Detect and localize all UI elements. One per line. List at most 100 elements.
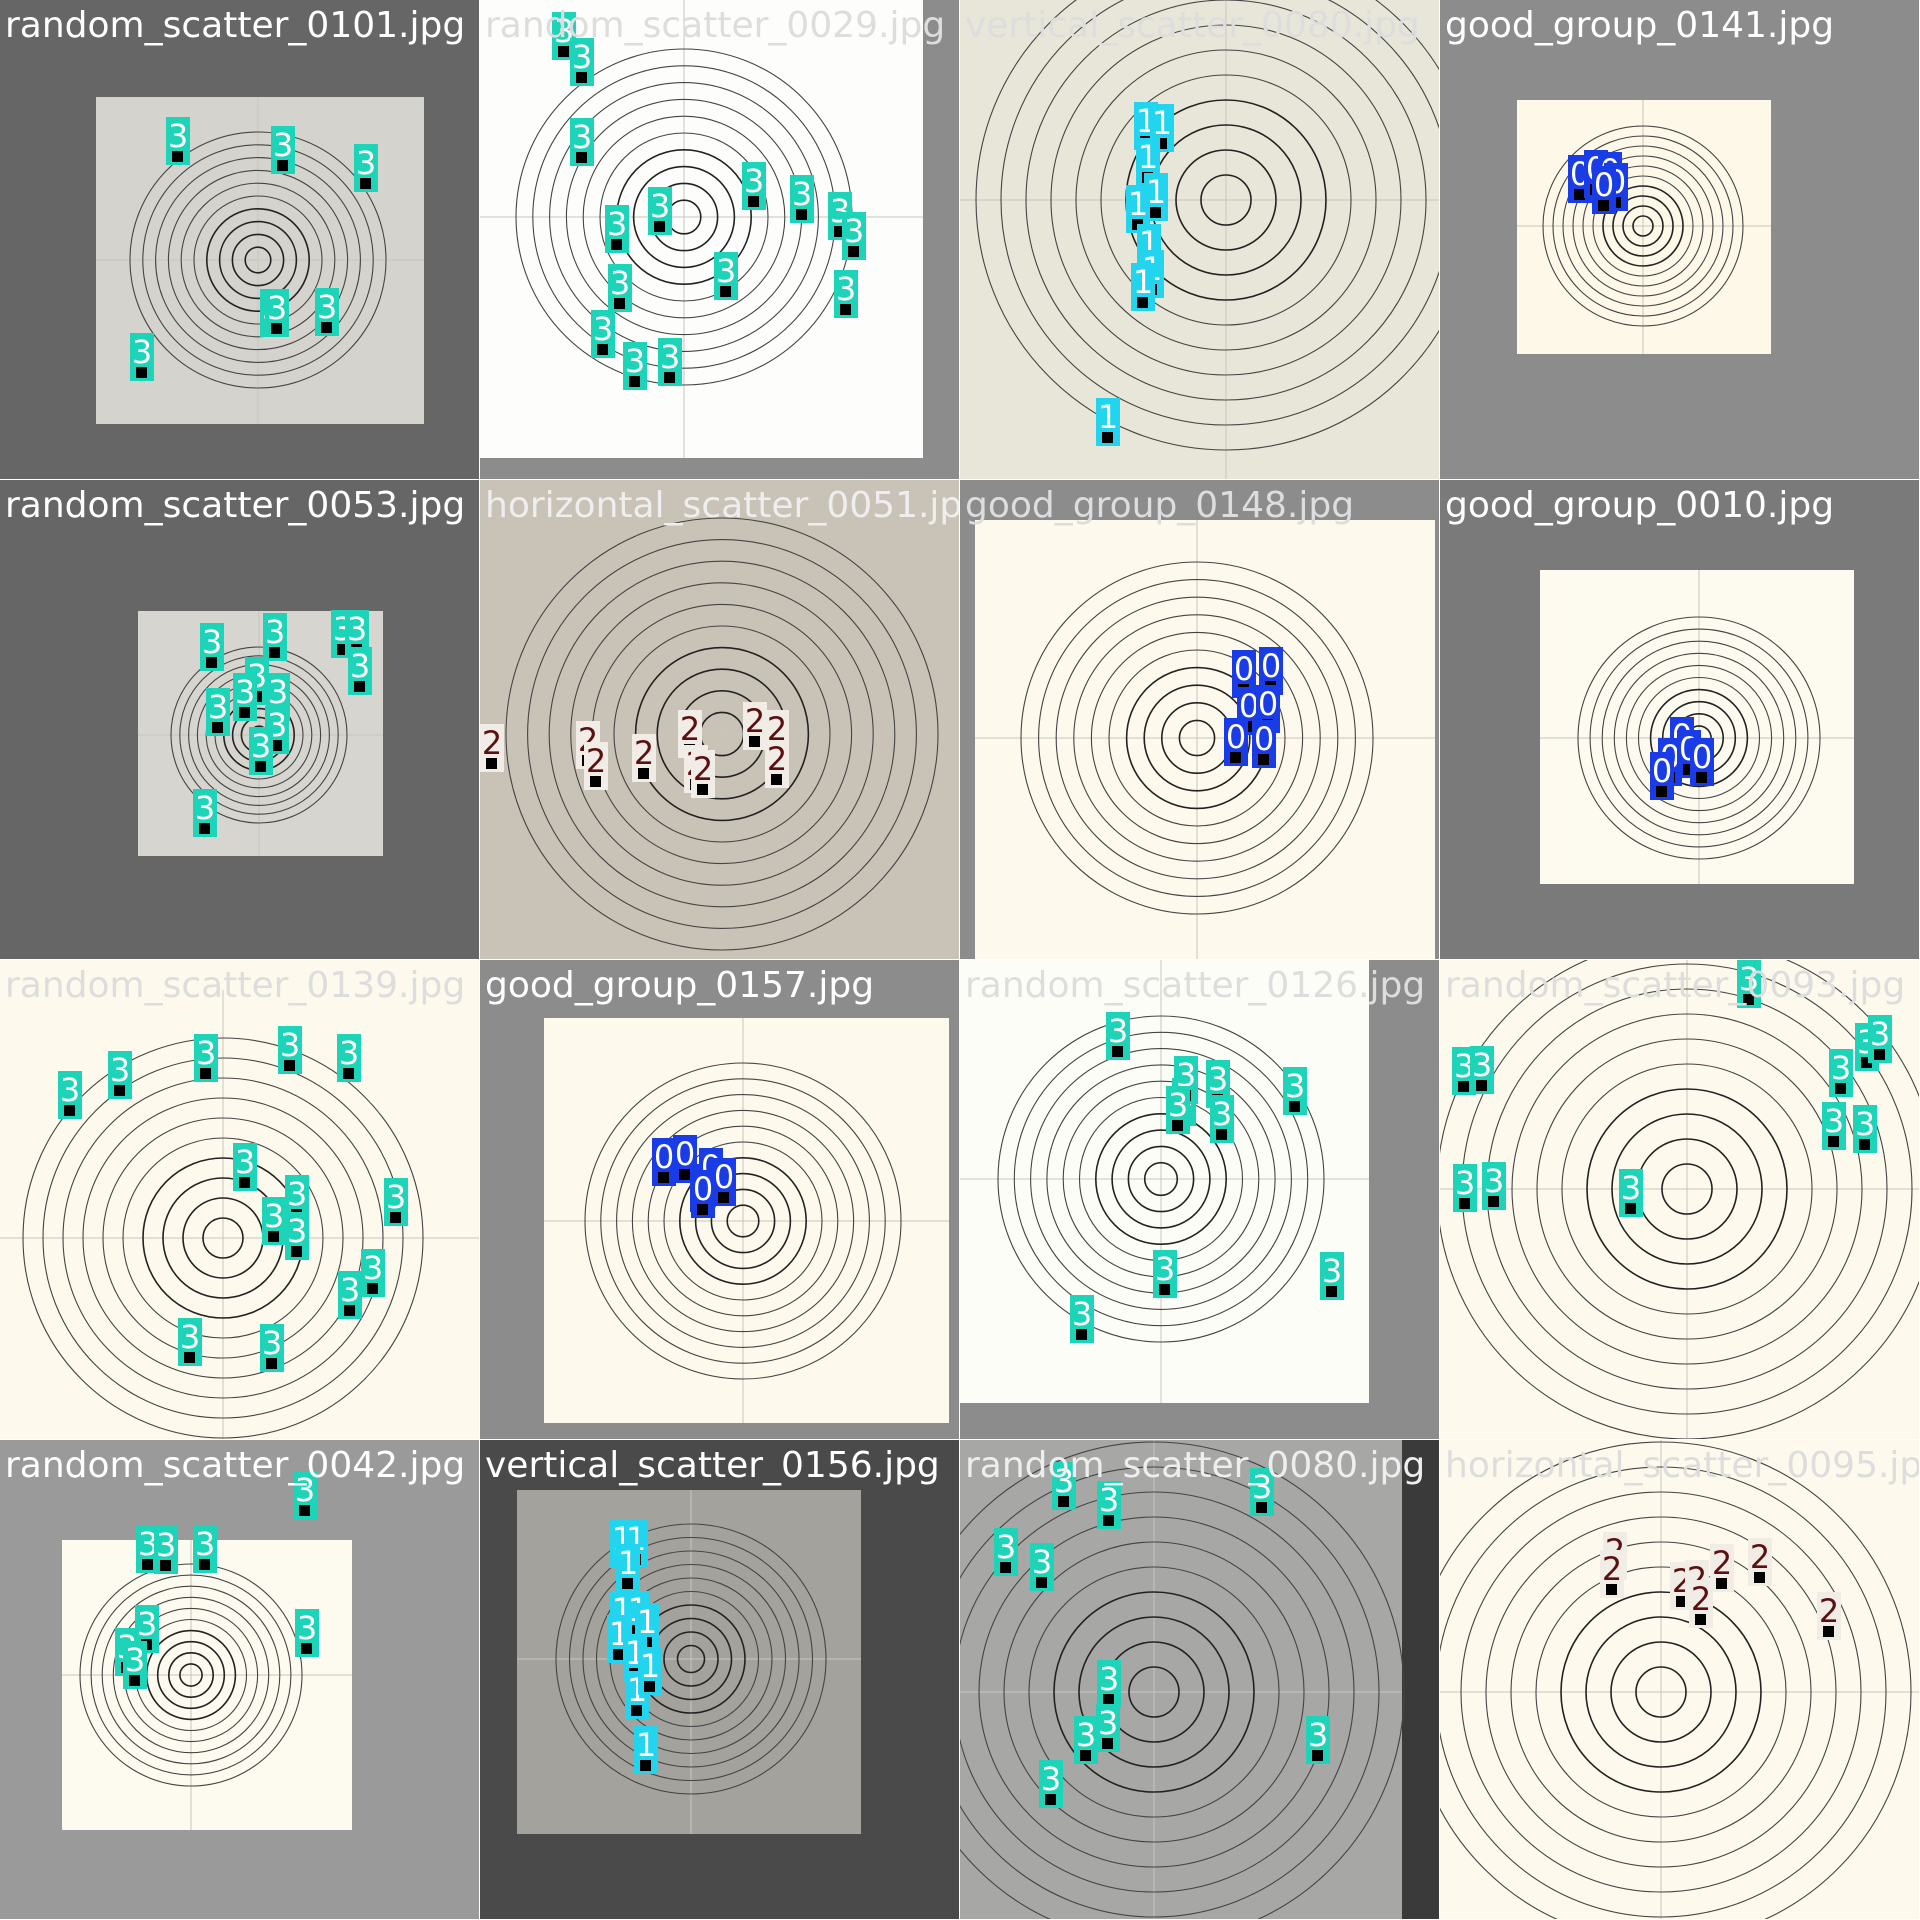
target-image [544, 1018, 949, 1423]
image-filename-label: vertical_scatter_0080.jpg [965, 5, 1420, 46]
detection-class-label: 3 [136, 1605, 158, 1643]
target-ring [1613, 652, 1785, 824]
detection-box: 3 [1470, 1046, 1494, 1094]
target-ring [647, 1125, 839, 1317]
detection-box: 3 [193, 1525, 217, 1573]
bullet-hole [1695, 1614, 1706, 1625]
bullet-hole [199, 823, 210, 834]
detection-class-label: 3 [571, 38, 593, 76]
detection-class-label: 0 [653, 1138, 675, 1176]
target-ring [1178, 719, 1216, 757]
bullet-hole [640, 1760, 651, 1771]
detection-box: 1 [616, 1544, 640, 1592]
detection-class-label: 3 [1620, 1169, 1642, 1207]
image-tile[interactable]: random_scatter_0080.jpg 3 3 3 3 3 3 3 3 3 3 [960, 1440, 1439, 1919]
detection-box: 3 [249, 727, 273, 775]
detection-class-label: 3 [835, 270, 857, 308]
detection-class-label: 3 [339, 1271, 361, 1309]
target-ring [527, 539, 917, 929]
detection-box: 3 [1210, 1095, 1234, 1143]
bullet-hole [1216, 1129, 1227, 1140]
image-filename-label: random_scatter_0139.jpg [5, 965, 466, 1006]
target-ring [1075, 49, 1377, 351]
detection-class-label: 3 [1454, 1164, 1476, 1202]
image-tile[interactable]: vertical_scatter_0156.jpg11111111111 [480, 1440, 959, 1919]
detection-class-label: 3 [59, 1071, 81, 1109]
detection-box: 3 [108, 1051, 132, 1099]
bullet-hole [299, 1505, 310, 1516]
target-ring [1610, 1641, 1712, 1743]
detection-box: 3 [262, 1197, 286, 1245]
detection-box: 2 [1600, 1550, 1624, 1598]
target-ring [1020, 561, 1374, 915]
target-ring [218, 220, 298, 300]
detection-box: 0 [652, 1138, 676, 1186]
detection-box: 3 [260, 1324, 284, 1372]
detection-class-label: 3 [250, 727, 272, 765]
bullet-hole [1459, 1198, 1470, 1209]
bullet-hole [697, 784, 708, 795]
bullet-hole [1716, 1578, 1727, 1589]
bullet-hole [129, 1675, 140, 1686]
target-ring [1632, 215, 1654, 237]
target-ring [1622, 205, 1664, 247]
detection-class-label: 2 [692, 750, 714, 788]
detection-box: 3 [166, 117, 190, 165]
detection-class-label: 3 [294, 1471, 316, 1509]
bullet-hole [486, 758, 497, 769]
detection-box: 3 [123, 1641, 147, 1689]
target-ring [1095, 1113, 1227, 1245]
image-tile[interactable]: random_scatter_0029.jpg 3 3 3 3 3 3 3 3 3 3 3 3 3 3 3 [480, 0, 959, 479]
bullet-hole [200, 1068, 211, 1079]
bullet-hole [301, 1643, 312, 1654]
detection-class-label: 3 [338, 1034, 360, 1072]
detection-class-label: 3 [1097, 1704, 1119, 1742]
detection-box: 3 [1250, 1468, 1274, 1516]
detection-box: 3 [295, 1609, 319, 1657]
image-tile[interactable]: good_group_0148.jpg 0 0 0 0 0 0 [960, 480, 1439, 959]
bullet-hole [576, 152, 587, 163]
target-ring [1536, 1038, 1838, 1340]
detection-box: 3 [1097, 1481, 1121, 1529]
target-ring [155, 157, 361, 363]
detection-box: 3 [1453, 1164, 1477, 1212]
target-image [96, 97, 424, 424]
detection-box: 2 [743, 702, 767, 750]
detection-class-label: 0 [1238, 687, 1260, 725]
target-ring [1000, 0, 1439, 426]
detection-box: 3 [1283, 1067, 1307, 1115]
detection-box: 3 [834, 270, 858, 318]
detection-box: 0 [1650, 752, 1674, 800]
detection-box: 3 [1074, 1716, 1098, 1764]
detection-class-label: 3 [346, 610, 368, 648]
image-filename-label: random_scatter_0053.jpg [5, 485, 466, 526]
detection-box: 0 [691, 1170, 715, 1218]
image-tile[interactable]: random_scatter_0093.jpg 3 3 3 3 3 3 3 3 3 3 3 [1440, 960, 1919, 1439]
target-ring [1108, 649, 1286, 827]
image-filename-label: vertical_scatter_0156.jpg [485, 1445, 940, 1486]
detection-class-label: 3 [286, 1175, 308, 1213]
target-image [1517, 100, 1771, 354]
target-ring [1511, 1013, 1863, 1365]
image-tile[interactable]: random_scatter_0139.jpg 3 3 3 3 3 3 3 3 3 3 3 3 3 3 [0, 960, 479, 1439]
target-ring [694, 1172, 792, 1270]
bullet-hole [1696, 772, 1707, 783]
target-ring [616, 1094, 870, 1348]
detection-class-label: 0 [1233, 650, 1255, 688]
target-ring [505, 517, 939, 951]
target-ring [1055, 596, 1339, 880]
target-ring [1025, 0, 1427, 401]
target-ring [960, 1441, 1405, 1919]
target-ring [1625, 664, 1773, 812]
bullet-hole [611, 239, 622, 250]
image-tile[interactable]: horizontal_scatter_0051.jpg2222222222 [480, 480, 959, 959]
